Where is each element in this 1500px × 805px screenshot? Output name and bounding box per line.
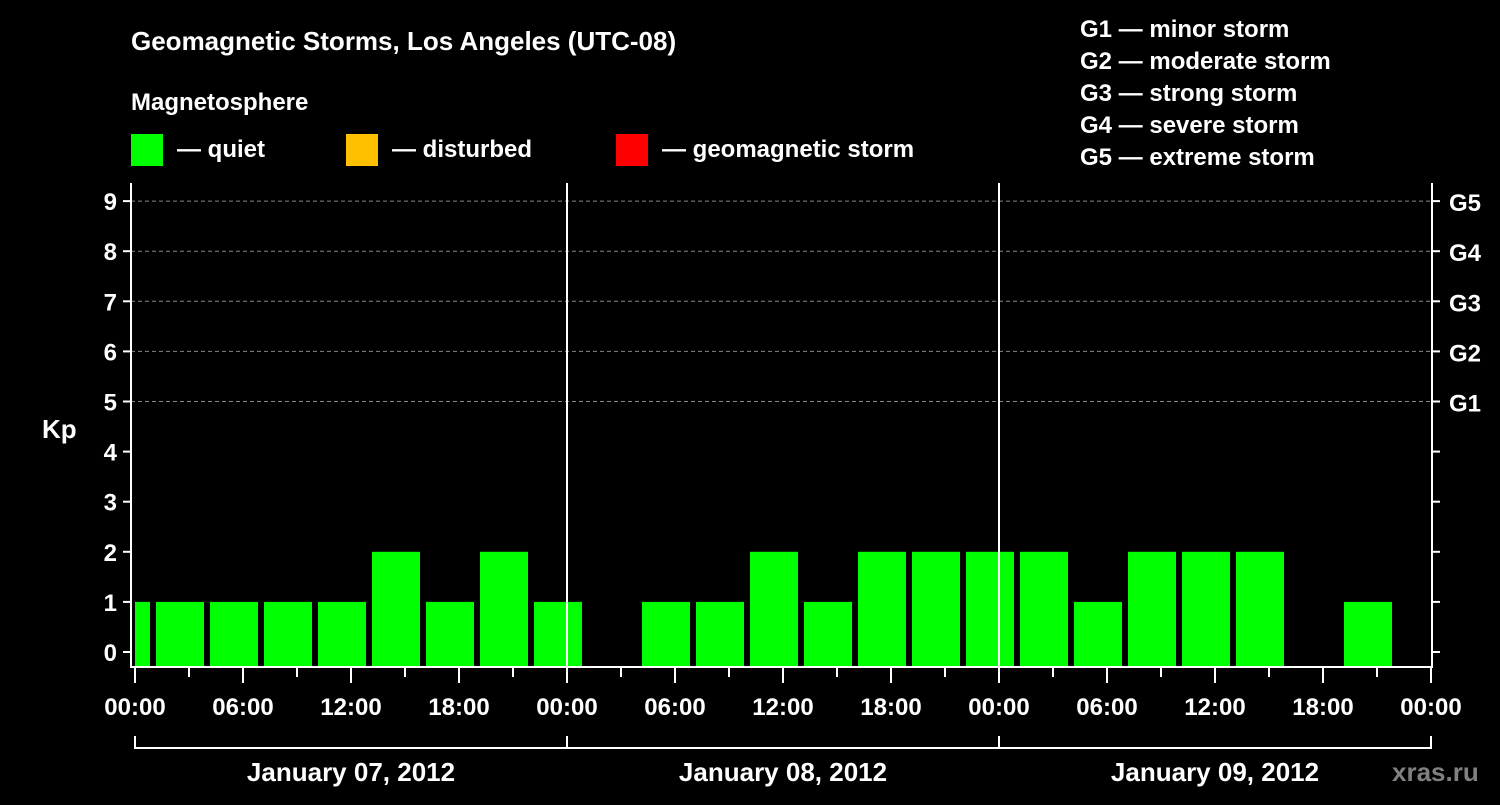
y-tick-label: 6 — [104, 339, 117, 366]
y-tick-label: 5 — [104, 390, 117, 417]
x-tick-label: 18:00 — [1292, 694, 1353, 721]
plot-frame — [130, 183, 1433, 668]
chart-title: Geomagnetic Storms, Los Angeles (UTC-08) — [131, 26, 676, 56]
bar — [696, 601, 744, 667]
bar — [750, 551, 798, 667]
y-axis-label: Kp — [42, 414, 77, 444]
y-tick-label: 7 — [104, 289, 117, 316]
bar — [642, 601, 690, 667]
bar — [372, 551, 420, 667]
bar — [1128, 551, 1176, 667]
y-tick-label: 0 — [104, 640, 117, 667]
legend-label: — disturbed — [392, 136, 532, 163]
bar — [804, 601, 852, 667]
bar — [1236, 551, 1284, 667]
bar — [1344, 601, 1392, 667]
storm-scale-item: G5 — extreme storm — [1080, 144, 1315, 171]
g-scale-label: G4 — [1449, 240, 1482, 267]
bar — [534, 601, 582, 667]
y-tick-label: 3 — [104, 490, 117, 517]
g-scale-label: G2 — [1449, 340, 1481, 367]
legend: — quiet — disturbed — geomagnetic storm — [131, 134, 914, 166]
y-tick-label: 9 — [104, 189, 117, 216]
bar — [264, 601, 312, 667]
bar — [318, 601, 366, 667]
x-tick-label: 00:00 — [968, 694, 1029, 721]
x-tick-label: 00:00 — [104, 694, 165, 721]
bar — [1074, 601, 1122, 667]
legend-swatch — [346, 134, 378, 166]
g-scale-label: G5 — [1449, 190, 1481, 217]
bar — [858, 551, 906, 667]
y-tick-label: 2 — [104, 540, 117, 567]
day-label: January 09, 2012 — [1111, 757, 1319, 787]
x-tick-label: 12:00 — [1184, 694, 1245, 721]
date-bracket — [134, 736, 1432, 749]
legend-swatch — [616, 134, 648, 166]
x-tick-label: 06:00 — [644, 694, 705, 721]
g-scale-label: G3 — [1449, 290, 1481, 317]
storm-scale-item: G4 — severe storm — [1080, 112, 1299, 139]
day-label: January 08, 2012 — [679, 757, 887, 787]
x-tick-label: 12:00 — [320, 694, 381, 721]
grid — [131, 200, 1432, 402]
bar — [210, 601, 258, 667]
x-tick-label: 06:00 — [212, 694, 273, 721]
legend-label: — geomagnetic storm — [662, 136, 914, 163]
y-tick-label: 4 — [104, 440, 118, 467]
bars — [135, 551, 1392, 667]
legend-title: Magnetosphere — [131, 89, 308, 116]
day-label: January 07, 2012 — [247, 757, 455, 787]
x-tick-label: 18:00 — [860, 694, 921, 721]
y-tick-label: 1 — [104, 590, 117, 617]
storm-scale-item: G1 — minor storm — [1080, 16, 1289, 43]
x-tick-label: 12:00 — [752, 694, 813, 721]
bar — [135, 601, 150, 667]
x-tick-label: 00:00 — [536, 694, 597, 721]
storm-scale-legend: G1 — minor storm G2 — moderate storm G3 — … — [1080, 16, 1331, 171]
axes: 0 1 2 3 4 5 6 7 8 9 G1 G2 G3 G4 G5 00:00 06:00 12:00 18:00… — [104, 183, 1482, 787]
bar — [426, 601, 474, 667]
legend-swatch — [131, 134, 163, 166]
legend-label: — quiet — [177, 136, 265, 163]
bar — [1020, 551, 1068, 667]
bar — [480, 551, 528, 667]
x-tick-label: 18:00 — [428, 694, 489, 721]
storm-scale-item: G2 — moderate storm — [1080, 48, 1331, 75]
bar — [1182, 551, 1230, 667]
watermark: xras.ru — [1392, 757, 1479, 787]
bar — [912, 551, 960, 667]
storm-scale-item: G3 — strong storm — [1080, 80, 1297, 107]
bar — [966, 551, 1014, 667]
x-tick-label: 06:00 — [1076, 694, 1137, 721]
y-tick-label: 8 — [104, 239, 117, 266]
g-scale-label: G1 — [1449, 391, 1481, 418]
x-tick-label: 00:00 — [1400, 694, 1461, 721]
bar — [156, 601, 204, 667]
